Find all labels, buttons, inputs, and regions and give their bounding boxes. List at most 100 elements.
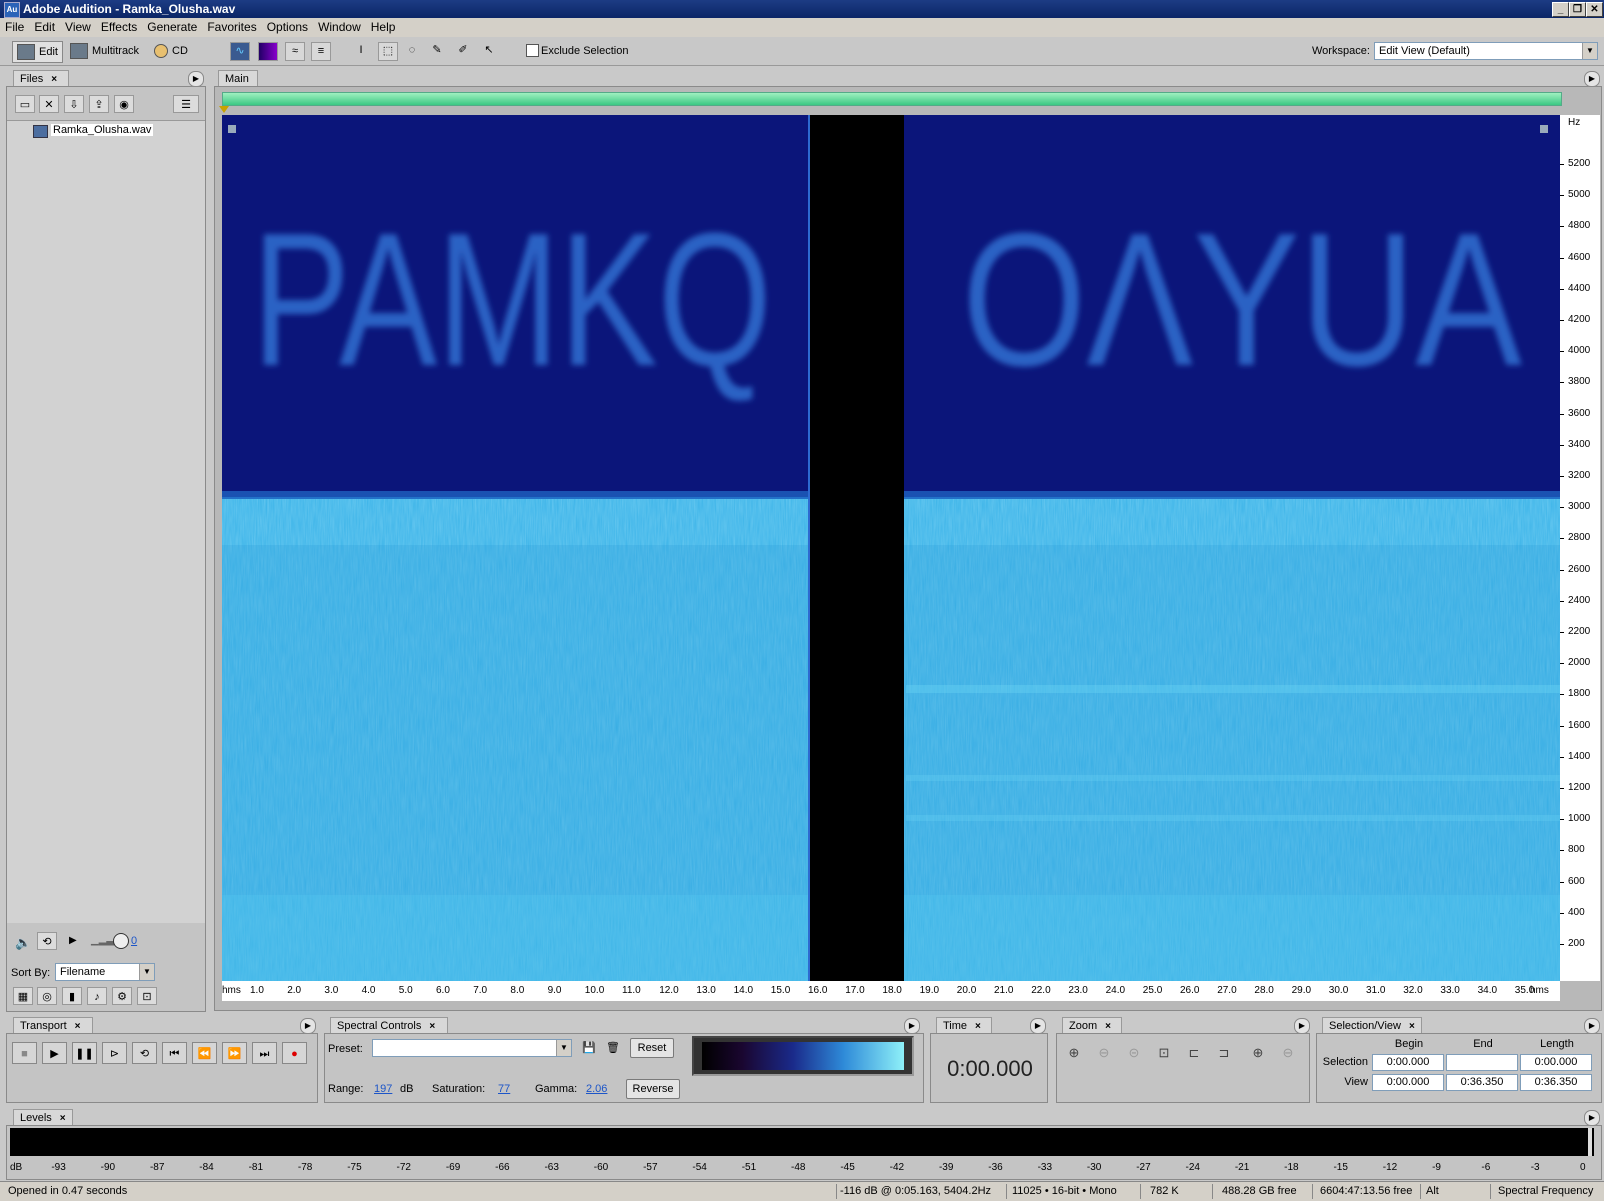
filter-multitrack-icon[interactable]: ▦: [13, 987, 33, 1005]
workspace-dropdown[interactable]: Edit View (Default) ▼: [1374, 42, 1598, 60]
zoom-right-edge-icon[interactable]: ⊐: [1218, 1045, 1230, 1060]
menu-view[interactable]: View: [65, 20, 91, 34]
volume-knob[interactable]: [113, 933, 129, 949]
close-time-tab-icon[interactable]: ×: [975, 1021, 981, 1032]
import-file-icon[interactable]: ⇩: [64, 95, 84, 113]
zoom-panel-menu-icon[interactable]: ▶: [1294, 1018, 1310, 1034]
menu-help[interactable]: Help: [370, 20, 396, 34]
menu-effects[interactable]: Effects: [100, 20, 138, 34]
pause-icon[interactable]: ❚❚: [72, 1042, 97, 1064]
time-panel-menu-icon[interactable]: ▶: [1030, 1018, 1046, 1034]
zoom-in-horizontal-icon[interactable]: ⊕: [1068, 1045, 1080, 1060]
tab-zoom[interactable]: Zoom ×: [1062, 1017, 1122, 1033]
edit-view-button[interactable]: Edit: [12, 41, 63, 63]
zoom-left-edge-icon[interactable]: ⊏: [1188, 1045, 1200, 1060]
gamma-value[interactable]: 2.06: [586, 1083, 608, 1095]
spot-healing-icon[interactable]: ✐: [458, 44, 468, 56]
close-selection-tab-icon[interactable]: ×: [1408, 1021, 1415, 1032]
selection-length-field[interactable]: 0:00.000: [1520, 1054, 1592, 1071]
play-to-end-icon[interactable]: ⊳: [102, 1042, 127, 1064]
filter-settings-icon[interactable]: ⚙: [112, 987, 132, 1005]
loop-play-icon[interactable]: ⟲: [37, 932, 57, 950]
menu-generate[interactable]: Generate: [147, 20, 198, 34]
time-selection-tool-icon[interactable]: I: [359, 44, 363, 56]
preset-dropdown[interactable]: ▼: [372, 1039, 572, 1057]
close-transport-tab-icon[interactable]: ×: [74, 1021, 81, 1032]
go-to-start-icon[interactable]: ⏮: [162, 1042, 187, 1064]
view-begin-field[interactable]: 0:00.000: [1372, 1074, 1444, 1091]
menu-options[interactable]: Options: [266, 20, 309, 34]
loop-icon[interactable]: ⟲: [132, 1042, 157, 1064]
reverse-button[interactable]: Reverse: [626, 1079, 680, 1099]
spectral-panel-menu-icon[interactable]: ▶: [904, 1018, 920, 1034]
minimize-icon[interactable]: _: [1552, 2, 1569, 17]
tab-transport[interactable]: Transport ×: [13, 1017, 93, 1033]
selection-panel-menu-icon[interactable]: ▶: [1584, 1018, 1600, 1034]
levels-panel-menu-icon[interactable]: ▶: [1584, 1110, 1600, 1126]
go-to-end-icon[interactable]: ⏭: [252, 1042, 277, 1064]
tab-spectral-controls[interactable]: Spectral Controls ×: [330, 1017, 448, 1033]
auto-play-icon[interactable]: ▶: [69, 935, 77, 946]
play-icon[interactable]: ▶: [42, 1042, 67, 1064]
zoom-selection-icon[interactable]: ⊡: [1158, 1045, 1170, 1060]
menu-edit[interactable]: Edit: [34, 20, 56, 34]
file-view-options-icon[interactable]: ☰: [173, 95, 199, 113]
exclude-selection-checkbox[interactable]: [526, 44, 539, 57]
filter-video-icon[interactable]: ▮: [62, 987, 82, 1005]
filter-music-icon[interactable]: ♪: [87, 987, 107, 1005]
insert-cd-icon[interactable]: ◉: [114, 95, 134, 113]
speaker-icon[interactable]: 🔈: [15, 935, 32, 950]
waveform-display-icon[interactable]: ∿: [230, 42, 250, 61]
save-preset-icon[interactable]: 💾: [582, 1042, 596, 1054]
filter-cd-icon[interactable]: ⊡: [137, 987, 157, 1005]
close-levels-tab-icon[interactable]: ×: [59, 1113, 66, 1124]
main-panel-menu-icon[interactable]: ▶: [1584, 71, 1600, 87]
range-value[interactable]: 197: [374, 1083, 393, 1095]
tab-selection-view[interactable]: Selection/View ×: [1322, 1017, 1422, 1033]
fast-forward-icon[interactable]: ⏩: [222, 1042, 247, 1064]
view-length-field[interactable]: 0:36.350: [1520, 1074, 1592, 1091]
spectral-frequency-icon[interactable]: [258, 42, 278, 61]
lasso-tool-icon[interactable]: ◌: [408, 44, 416, 56]
close-spectral-tab-icon[interactable]: ×: [429, 1021, 436, 1032]
zoom-out-full-icon[interactable]: ⊝: [1128, 1045, 1140, 1060]
delete-preset-icon[interactable]: 🗑: [606, 1042, 620, 1054]
close-zoom-tab-icon[interactable]: ×: [1105, 1021, 1111, 1032]
restore-icon[interactable]: ❐: [1569, 2, 1586, 17]
saturation-value[interactable]: 77: [498, 1083, 511, 1095]
menu-window[interactable]: Window: [318, 20, 361, 34]
close-files-tab-icon[interactable]: ×: [51, 74, 58, 85]
selection-begin-field[interactable]: 0:00.000: [1372, 1054, 1444, 1071]
record-icon[interactable]: ●: [282, 1042, 307, 1064]
volume-value[interactable]: 0: [131, 935, 138, 947]
sort-by-dropdown[interactable]: Filename ▼: [55, 963, 155, 981]
marquee-tool-icon[interactable]: ⬚: [378, 42, 398, 61]
insert-multitrack-icon[interactable]: ⇪: [89, 95, 109, 113]
scrub-tool-icon[interactable]: ↖: [484, 44, 494, 56]
spectral-phase-icon[interactable]: ≡: [311, 42, 331, 61]
close-window-icon[interactable]: ✕: [1586, 2, 1603, 17]
zoom-out-horizontal-icon[interactable]: ⊖: [1098, 1045, 1110, 1060]
transport-panel-menu-icon[interactable]: ▶: [300, 1018, 316, 1034]
playhead-marker-icon[interactable]: [219, 106, 229, 113]
zoom-out-vertical-icon[interactable]: ⊖: [1282, 1045, 1294, 1060]
selection-end-field[interactable]: [1446, 1054, 1518, 1071]
spectrogram[interactable]: PAMKQ OΛYUA: [222, 115, 1560, 981]
zoom-in-vertical-icon[interactable]: ⊕: [1252, 1045, 1264, 1060]
cd-view-button[interactable]: CD: [154, 41, 188, 61]
multitrack-view-button[interactable]: Multitrack: [70, 41, 139, 61]
view-end-field[interactable]: 0:36.350: [1446, 1074, 1518, 1091]
spectral-pan-icon[interactable]: ≈: [285, 42, 305, 61]
level-clip-indicator[interactable]: [1588, 1128, 1592, 1156]
open-file-icon[interactable]: ▭: [15, 95, 35, 113]
stop-icon[interactable]: ■: [12, 1042, 37, 1064]
tab-files[interactable]: Files ×: [13, 70, 69, 86]
color-gradient-preview[interactable]: [692, 1036, 914, 1076]
filter-loop-icon[interactable]: ◎: [37, 987, 57, 1005]
menu-favorites[interactable]: Favorites: [207, 20, 257, 34]
menu-file[interactable]: File: [5, 20, 25, 34]
list-item[interactable]: Ramka_Olusha.wav: [33, 124, 154, 138]
reset-button[interactable]: Reset: [630, 1038, 674, 1058]
tab-main[interactable]: Main: [218, 70, 258, 86]
overview-bar[interactable]: [222, 92, 1562, 106]
